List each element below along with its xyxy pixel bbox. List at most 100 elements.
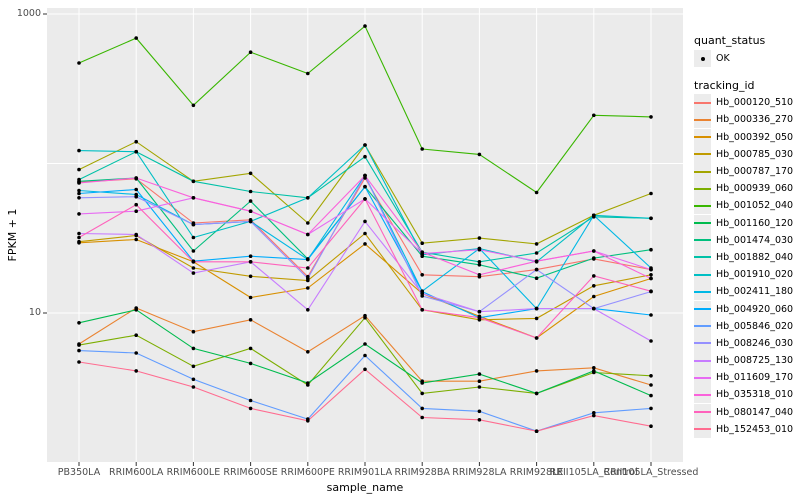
data-point bbox=[649, 406, 653, 411]
data-point bbox=[420, 273, 425, 277]
data-point bbox=[477, 315, 482, 320]
legend-label: Hb_000336_270 bbox=[716, 114, 794, 126]
data-point bbox=[306, 221, 310, 225]
data-point bbox=[191, 271, 196, 275]
data-point bbox=[592, 369, 596, 373]
data-point bbox=[477, 247, 482, 252]
y-axis-title: FPKM + 1 bbox=[6, 208, 19, 262]
legend-item-tracking-id: Hb_008246_030 bbox=[694, 334, 800, 352]
data-point bbox=[77, 148, 81, 153]
x-axis-title: sample_name bbox=[326, 481, 404, 494]
data-point bbox=[534, 306, 539, 311]
data-point bbox=[363, 197, 367, 201]
data-point bbox=[363, 353, 367, 358]
legend-title-tracking-id: tracking_id bbox=[694, 79, 755, 93]
data-point bbox=[649, 216, 653, 221]
data-point bbox=[592, 213, 596, 218]
data-point bbox=[191, 249, 196, 253]
data-point bbox=[306, 71, 310, 76]
data-point bbox=[477, 418, 482, 422]
data-point bbox=[363, 143, 367, 147]
legend-key bbox=[694, 283, 711, 301]
line-key-icon bbox=[694, 325, 711, 328]
x-tick-label: RRIM928BA bbox=[394, 467, 450, 478]
data-point bbox=[191, 266, 196, 270]
data-point bbox=[363, 154, 367, 159]
data-point bbox=[534, 242, 539, 246]
data-point bbox=[248, 406, 253, 411]
data-point bbox=[306, 419, 310, 423]
data-point bbox=[134, 194, 138, 199]
data-point bbox=[191, 260, 196, 264]
y-tick-label: 1000 bbox=[16, 8, 41, 19]
data-point bbox=[134, 202, 138, 207]
legend-item-tracking-id: Hb_000785_030 bbox=[694, 145, 800, 163]
legend-item-tracking-id: Hb_001474_030 bbox=[694, 231, 800, 249]
data-point bbox=[77, 181, 81, 185]
x-tick-label: RRIM600LA bbox=[109, 467, 164, 478]
legend-label: Hb_001910_020 bbox=[716, 269, 794, 281]
x-tick-label: RRII105LA_Stressed bbox=[603, 467, 699, 478]
data-point bbox=[248, 50, 253, 54]
data-point bbox=[248, 254, 253, 258]
legend-label: Hb_152453_010 bbox=[716, 423, 794, 435]
legend-label: Hb_000785_030 bbox=[716, 148, 794, 160]
y-tick-label: 10 bbox=[28, 307, 41, 318]
data-point bbox=[477, 409, 482, 414]
line-key-icon bbox=[694, 153, 711, 156]
legend-label: Hb_008246_030 bbox=[716, 337, 794, 349]
legend-label: Hb_008725_130 bbox=[716, 355, 794, 367]
data-point bbox=[649, 273, 653, 277]
point-key-icon bbox=[700, 56, 705, 61]
data-point bbox=[477, 379, 482, 384]
data-point bbox=[77, 167, 81, 172]
data-point bbox=[77, 348, 81, 353]
data-point bbox=[191, 196, 196, 200]
data-point bbox=[77, 343, 81, 347]
data-point bbox=[420, 381, 425, 385]
legend-item-tracking-id: Hb_000336_270 bbox=[694, 111, 800, 129]
x-tick-label: RRIM928LA bbox=[452, 467, 507, 478]
data-point bbox=[248, 346, 253, 351]
legend-item-tracking-id: Hb_000120_510 bbox=[694, 94, 800, 112]
legend-key bbox=[694, 94, 711, 112]
data-point bbox=[306, 257, 310, 262]
x-tick-label: RRIM600LE bbox=[166, 467, 221, 478]
x-tick-label: RRIM600PE bbox=[280, 467, 335, 478]
legend-key bbox=[694, 300, 711, 318]
legend-item-tracking-id: Hb_000787_170 bbox=[694, 163, 800, 181]
line-key-icon bbox=[694, 136, 711, 139]
data-point bbox=[534, 316, 539, 321]
data-point bbox=[248, 209, 253, 213]
data-point bbox=[592, 411, 596, 415]
legend-key bbox=[694, 317, 711, 335]
data-point bbox=[477, 273, 482, 277]
data-point bbox=[649, 313, 653, 317]
data-point bbox=[592, 413, 596, 418]
line-key-icon bbox=[694, 204, 711, 207]
legend-key bbox=[694, 420, 711, 438]
line-key-icon bbox=[694, 411, 711, 414]
legend-title-quant-status: quant_status bbox=[694, 34, 766, 47]
data-point bbox=[134, 187, 138, 192]
data-point bbox=[306, 232, 310, 237]
data-point bbox=[534, 391, 539, 396]
data-point bbox=[248, 398, 253, 403]
legend-key bbox=[694, 352, 711, 370]
line-key-icon bbox=[694, 118, 711, 121]
line-key-icon bbox=[694, 239, 711, 242]
legend-item-tracking-id: Hb_000939_060 bbox=[694, 180, 800, 198]
data-point bbox=[592, 256, 596, 260]
legend-key bbox=[694, 369, 711, 387]
data-point bbox=[649, 383, 653, 387]
data-point bbox=[534, 336, 539, 340]
legend-key bbox=[694, 50, 711, 68]
legend-label: Hb_000787_170 bbox=[716, 166, 794, 178]
data-point bbox=[649, 276, 653, 281]
data-point bbox=[592, 284, 596, 288]
data-point bbox=[420, 250, 425, 254]
legend-label: Hb_001882_040 bbox=[716, 251, 794, 263]
data-point bbox=[420, 147, 425, 151]
data-point bbox=[649, 289, 653, 294]
line-key-icon bbox=[694, 393, 711, 396]
